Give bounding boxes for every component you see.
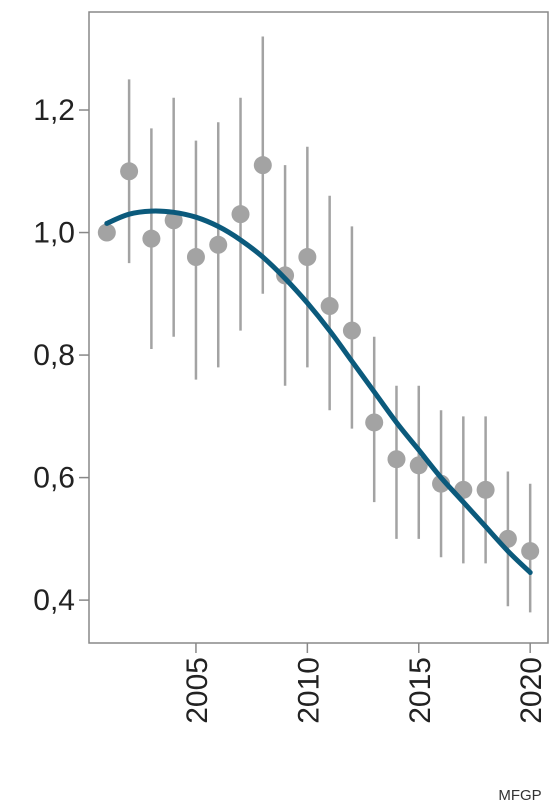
data-point: [409, 456, 428, 475]
x-tick-label: 2015: [404, 657, 437, 724]
data-point: [387, 450, 406, 469]
data-point: [365, 413, 384, 432]
y-tick-label: 1,0: [33, 217, 75, 250]
data-point: [186, 248, 205, 267]
x-tick-label: 2020: [515, 657, 548, 724]
x-tick-label: 2010: [292, 657, 325, 724]
data-point: [231, 205, 250, 224]
data-point: [97, 223, 116, 242]
data-point: [253, 156, 272, 175]
y-tick-label: 1,2: [33, 94, 75, 127]
x-axis: 2005 2010 2015 2020: [181, 643, 548, 724]
data-point: [320, 297, 339, 316]
trend-line: [104, 208, 533, 575]
y-tick-label: 0,4: [33, 584, 75, 617]
x-tick-label: 2005: [181, 657, 214, 724]
y-axis: 0,4 0,6 0,8 1,0 1,2: [33, 94, 89, 617]
data-point: [342, 321, 361, 340]
plot-frame: [88, 11, 549, 644]
data-point: [120, 162, 139, 181]
data-point: [476, 480, 495, 499]
data-point: [521, 542, 540, 561]
data-point: [298, 248, 317, 267]
error-bars: [127, 36, 532, 613]
data-point: [164, 211, 183, 230]
source-credit: MFGP: [498, 787, 541, 804]
y-tick-label: 0,6: [33, 462, 75, 495]
y-tick-label: 0,8: [33, 339, 75, 372]
data-points: [97, 156, 540, 561]
data-point: [142, 229, 161, 248]
data-point: [209, 235, 228, 254]
